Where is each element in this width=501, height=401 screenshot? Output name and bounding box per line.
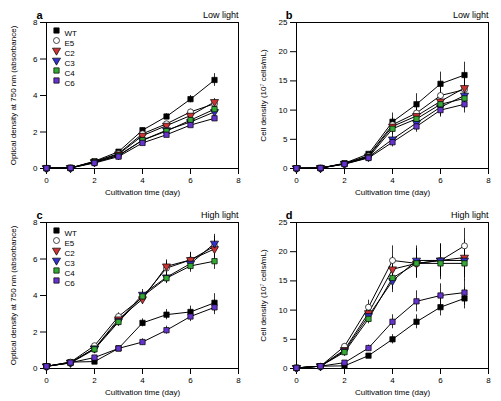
svg-text:25: 25 <box>278 18 288 28</box>
svg-text:Cell density (10⁷ cells/mL): Cell density (10⁷ cells/mL) <box>259 49 268 142</box>
svg-text:8: 8 <box>33 218 38 228</box>
svg-text:6: 6 <box>33 255 38 264</box>
svg-text:2: 2 <box>342 376 347 385</box>
svg-text:WT: WT <box>65 229 78 238</box>
svg-text:C6: C6 <box>65 79 76 88</box>
svg-text:E5: E5 <box>65 39 75 48</box>
svg-text:5: 5 <box>283 135 288 144</box>
svg-text:b: b <box>286 9 293 21</box>
svg-text:C2: C2 <box>65 249 76 258</box>
svg-text:15: 15 <box>279 76 288 85</box>
svg-text:25: 25 <box>278 218 288 228</box>
svg-text:0: 0 <box>33 164 38 173</box>
svg-text:8: 8 <box>486 176 491 185</box>
svg-text:2: 2 <box>92 176 97 185</box>
svg-text:E5: E5 <box>65 239 75 248</box>
svg-text:5: 5 <box>283 335 288 344</box>
svg-text:2: 2 <box>33 128 38 137</box>
svg-text:4: 4 <box>140 176 145 185</box>
svg-text:0: 0 <box>44 176 49 185</box>
svg-text:8: 8 <box>236 176 241 185</box>
svg-text:20: 20 <box>279 47 288 56</box>
svg-text:6: 6 <box>188 176 193 185</box>
svg-text:20: 20 <box>279 247 288 256</box>
svg-text:6: 6 <box>33 55 38 64</box>
svg-text:C4: C4 <box>65 69 76 78</box>
svg-text:Low light: Low light <box>203 10 239 20</box>
svg-text:c: c <box>36 209 42 221</box>
svg-text:Optical density at 750 nm (abs: Optical density at 750 nm (absorbance) <box>9 25 18 165</box>
svg-text:2: 2 <box>342 176 347 185</box>
svg-text:Cultivation time (day): Cultivation time (day) <box>105 188 180 197</box>
svg-text:High light: High light <box>201 210 239 220</box>
svg-text:4: 4 <box>390 176 395 185</box>
svg-text:4: 4 <box>390 376 395 385</box>
svg-text:0: 0 <box>283 364 288 373</box>
svg-text:0: 0 <box>294 176 299 185</box>
svg-text:d: d <box>286 209 293 221</box>
svg-text:6: 6 <box>438 176 443 185</box>
svg-text:0: 0 <box>44 376 49 385</box>
svg-text:a: a <box>36 9 43 21</box>
svg-text:C3: C3 <box>65 59 76 68</box>
svg-text:C6: C6 <box>65 279 76 288</box>
svg-text:0: 0 <box>33 364 38 373</box>
svg-text:4: 4 <box>33 91 38 100</box>
svg-text:4: 4 <box>140 376 145 385</box>
svg-text:8: 8 <box>486 376 491 385</box>
svg-text:Cell density (10⁷ cells/mL): Cell density (10⁷ cells/mL) <box>259 249 268 342</box>
svg-text:Optical density at 750 nm (abs: Optical density at 750 nm (absorbance) <box>9 225 18 365</box>
svg-text:6: 6 <box>438 376 443 385</box>
svg-text:2: 2 <box>92 376 97 385</box>
svg-text:Low light: Low light <box>453 10 489 20</box>
svg-text:8: 8 <box>236 376 241 385</box>
svg-text:Cultivation time (day): Cultivation time (day) <box>355 388 430 397</box>
svg-text:0: 0 <box>283 164 288 173</box>
svg-text:C4: C4 <box>65 269 76 278</box>
svg-text:0: 0 <box>294 376 299 385</box>
svg-text:2: 2 <box>33 328 38 337</box>
svg-text:4: 4 <box>33 291 38 300</box>
svg-text:10: 10 <box>279 306 288 315</box>
svg-text:C2: C2 <box>65 49 76 58</box>
svg-text:Cultivation time (day): Cultivation time (day) <box>355 188 430 197</box>
svg-text:8: 8 <box>33 18 38 28</box>
svg-text:C3: C3 <box>65 259 76 268</box>
svg-text:WT: WT <box>65 29 78 38</box>
svg-text:6: 6 <box>188 376 193 385</box>
svg-text:High light: High light <box>451 210 489 220</box>
svg-text:15: 15 <box>279 276 288 285</box>
svg-text:Cultivation time (day): Cultivation time (day) <box>105 388 180 397</box>
svg-text:10: 10 <box>279 106 288 115</box>
